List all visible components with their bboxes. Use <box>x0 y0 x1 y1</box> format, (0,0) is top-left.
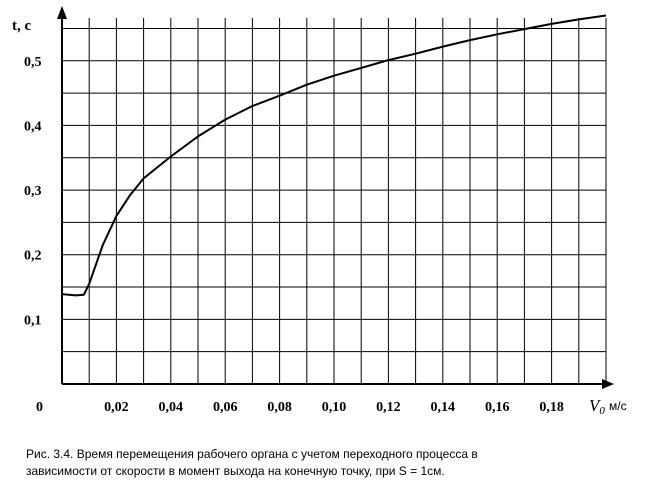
x-tick-label: 0,18 <box>539 400 564 415</box>
figure-caption: Рис. 3.4. Время перемещения рабочего орг… <box>26 446 646 480</box>
series-line <box>61 14 607 297</box>
labels: t, с 0 V0 м/с 0,02 0,04 0,06 0,08 0,10 0,12 0,… <box>12 18 627 417</box>
x-axis-symbol: V0 <box>589 396 605 417</box>
grid <box>62 18 607 384</box>
x-tick-label: 0,04 <box>159 400 184 415</box>
x-axis-symbol-subscript: 0 <box>599 405 605 417</box>
origin-label: 0 <box>36 400 43 415</box>
y-axis-label: t, с <box>12 18 31 34</box>
marks <box>61 14 607 297</box>
x-tick-label: 0,06 <box>213 400 238 415</box>
x-tick-label: 0,12 <box>376 400 401 415</box>
y-tick-label: 0,3 <box>24 184 42 199</box>
y-tick-label: 0,5 <box>24 55 42 70</box>
x-tick-label: 0,02 <box>104 400 129 415</box>
y-axis-arrow <box>57 6 67 19</box>
axes <box>57 6 614 389</box>
x-axis-symbol-letter: V <box>589 396 602 415</box>
y-tick-label: 0,2 <box>24 249 42 264</box>
x-tick-label: 0,10 <box>322 400 347 415</box>
x-tick-label: 0,16 <box>485 400 510 415</box>
y-tick-label: 0,4 <box>24 119 42 134</box>
x-axis-unit: м/с <box>609 399 627 413</box>
caption-line-1: Рис. 3.4. Время перемещения рабочего орг… <box>26 447 478 461</box>
x-axis-arrow <box>602 379 614 389</box>
x-tick-label: 0,14 <box>431 400 456 415</box>
caption-line-2: зависимости от скорости в момент выхода … <box>26 464 445 478</box>
x-tick-label: 0,08 <box>267 400 292 415</box>
chart: t, с 0 V0 м/с 0,02 0,04 0,06 0,08 0,10 0,12 0,… <box>12 6 627 417</box>
y-tick-label: 0,1 <box>24 313 42 328</box>
